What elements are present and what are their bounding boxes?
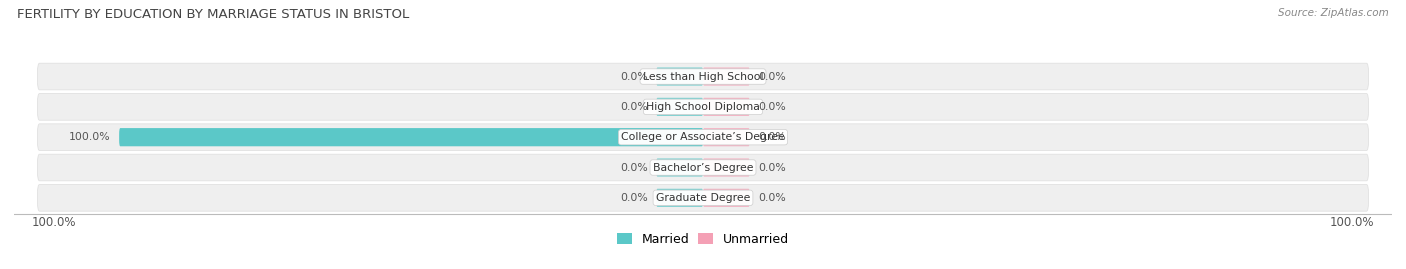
Text: 0.0%: 0.0% — [620, 102, 648, 112]
Text: Source: ZipAtlas.com: Source: ZipAtlas.com — [1278, 8, 1389, 18]
FancyBboxPatch shape — [657, 158, 703, 177]
FancyBboxPatch shape — [38, 94, 1368, 120]
Text: FERTILITY BY EDUCATION BY MARRIAGE STATUS IN BRISTOL: FERTILITY BY EDUCATION BY MARRIAGE STATU… — [17, 8, 409, 21]
FancyBboxPatch shape — [703, 128, 749, 146]
Text: 100.0%: 100.0% — [1330, 216, 1375, 229]
Text: College or Associate’s Degree: College or Associate’s Degree — [621, 132, 785, 142]
FancyBboxPatch shape — [657, 189, 703, 207]
Text: 0.0%: 0.0% — [758, 72, 786, 82]
Text: 0.0%: 0.0% — [620, 193, 648, 203]
FancyBboxPatch shape — [38, 154, 1368, 181]
Text: High School Diploma: High School Diploma — [647, 102, 759, 112]
FancyBboxPatch shape — [38, 63, 1368, 90]
Text: 100.0%: 100.0% — [69, 132, 111, 142]
Text: 0.0%: 0.0% — [620, 72, 648, 82]
Text: 0.0%: 0.0% — [620, 162, 648, 172]
Text: Bachelor’s Degree: Bachelor’s Degree — [652, 162, 754, 172]
FancyBboxPatch shape — [703, 68, 749, 86]
FancyBboxPatch shape — [657, 98, 703, 116]
FancyBboxPatch shape — [657, 68, 703, 86]
FancyBboxPatch shape — [703, 189, 749, 207]
Text: 100.0%: 100.0% — [31, 216, 76, 229]
Text: 0.0%: 0.0% — [758, 162, 786, 172]
FancyBboxPatch shape — [38, 185, 1368, 211]
Text: 0.0%: 0.0% — [758, 102, 786, 112]
Text: 0.0%: 0.0% — [758, 132, 786, 142]
FancyBboxPatch shape — [120, 128, 703, 146]
FancyBboxPatch shape — [703, 98, 749, 116]
FancyBboxPatch shape — [703, 158, 749, 177]
Legend: Married, Unmarried: Married, Unmarried — [612, 228, 794, 251]
FancyBboxPatch shape — [38, 124, 1368, 151]
Text: Less than High School: Less than High School — [643, 72, 763, 82]
Text: 0.0%: 0.0% — [758, 193, 786, 203]
Text: Graduate Degree: Graduate Degree — [655, 193, 751, 203]
